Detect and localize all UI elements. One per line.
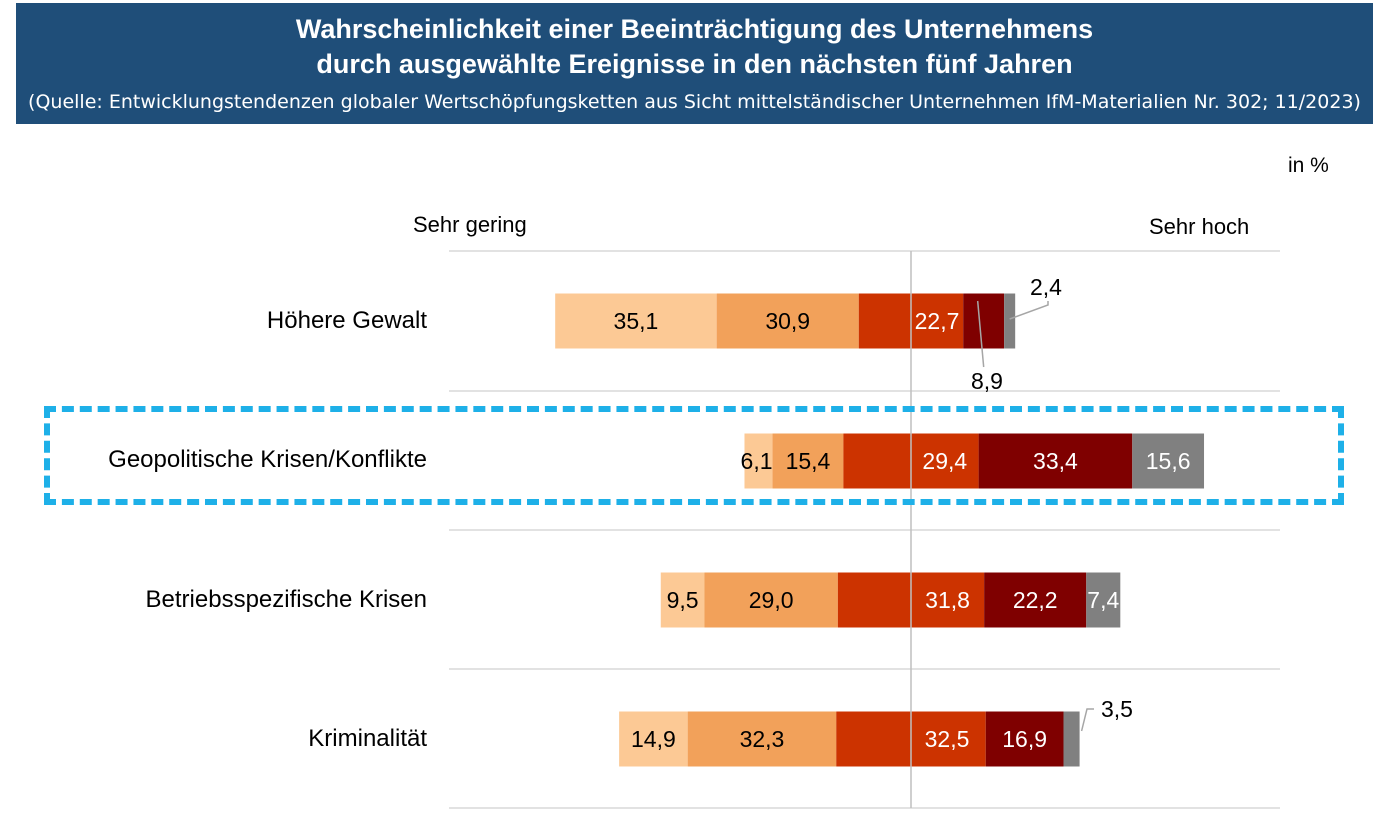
data-label: 22,2	[1013, 587, 1058, 613]
data-label: 6,1	[741, 448, 773, 474]
category-label: Geopolitische Krisen/Konflikte	[108, 446, 427, 473]
data-label: 32,3	[740, 726, 785, 752]
category-label: Kriminalität	[308, 725, 427, 752]
bar-segment	[716, 293, 859, 349]
leader-line	[1080, 708, 1094, 732]
data-label: 35,1	[614, 308, 659, 334]
data-label: 29,4	[922, 448, 967, 474]
highlight-box	[44, 406, 1344, 505]
data-label: 16,9	[1002, 726, 1047, 752]
unit-label: in %	[1288, 154, 1329, 177]
chart-title-line1: Wahrscheinlichkeit einer Beeinträchtigun…	[295, 14, 1094, 44]
chart-source: (Quelle: Entwicklungstendenzen globaler …	[28, 91, 1361, 113]
data-label: 33,4	[1033, 448, 1078, 474]
data-label: 2,4	[1030, 274, 1062, 300]
bar-segment	[687, 711, 837, 767]
bar-segment	[660, 572, 705, 628]
data-label: 32,5	[925, 726, 970, 752]
chart-title-line2: durch ausgewählte Ereignisse in den näch…	[316, 49, 1073, 79]
data-label: 3,5	[1101, 696, 1133, 722]
data-label: 14,9	[631, 726, 676, 752]
data-label: 29,0	[749, 587, 794, 613]
bar-segment	[772, 433, 844, 489]
bar-segment	[744, 433, 773, 489]
bar-segment	[963, 293, 1005, 349]
bar-segment	[555, 293, 717, 349]
bar-segment	[1086, 572, 1121, 628]
scale-left-label: Sehr gering	[413, 212, 527, 237]
data-label: 15,4	[786, 448, 831, 474]
bar-segment	[619, 711, 688, 767]
scale-right-label: Sehr hoch	[1149, 214, 1250, 239]
data-label: 30,9	[765, 308, 810, 334]
leader-line	[1009, 301, 1049, 320]
data-label: 22,7	[915, 308, 960, 334]
bar-segment	[1132, 433, 1205, 489]
data-label: 31,8	[925, 587, 970, 613]
bar-segment	[1004, 293, 1016, 349]
bar-segment	[704, 572, 838, 628]
category-label: Betriebsspezifische Krisen	[145, 586, 427, 613]
bar-segment	[984, 572, 1087, 628]
data-label: 9,5	[667, 587, 699, 613]
title-banner: Wahrscheinlichkeit einer Beeinträchtigun…	[16, 3, 1373, 124]
bar-segment	[985, 711, 1064, 767]
leader-line	[976, 300, 985, 368]
data-label: 7,4	[1087, 587, 1119, 613]
data-label: 8,9	[971, 368, 1003, 394]
data-label: 15,6	[1146, 448, 1191, 474]
category-label: Höhere Gewalt	[266, 307, 427, 334]
bar-segment	[978, 433, 1133, 489]
bar-segment	[1063, 711, 1080, 767]
